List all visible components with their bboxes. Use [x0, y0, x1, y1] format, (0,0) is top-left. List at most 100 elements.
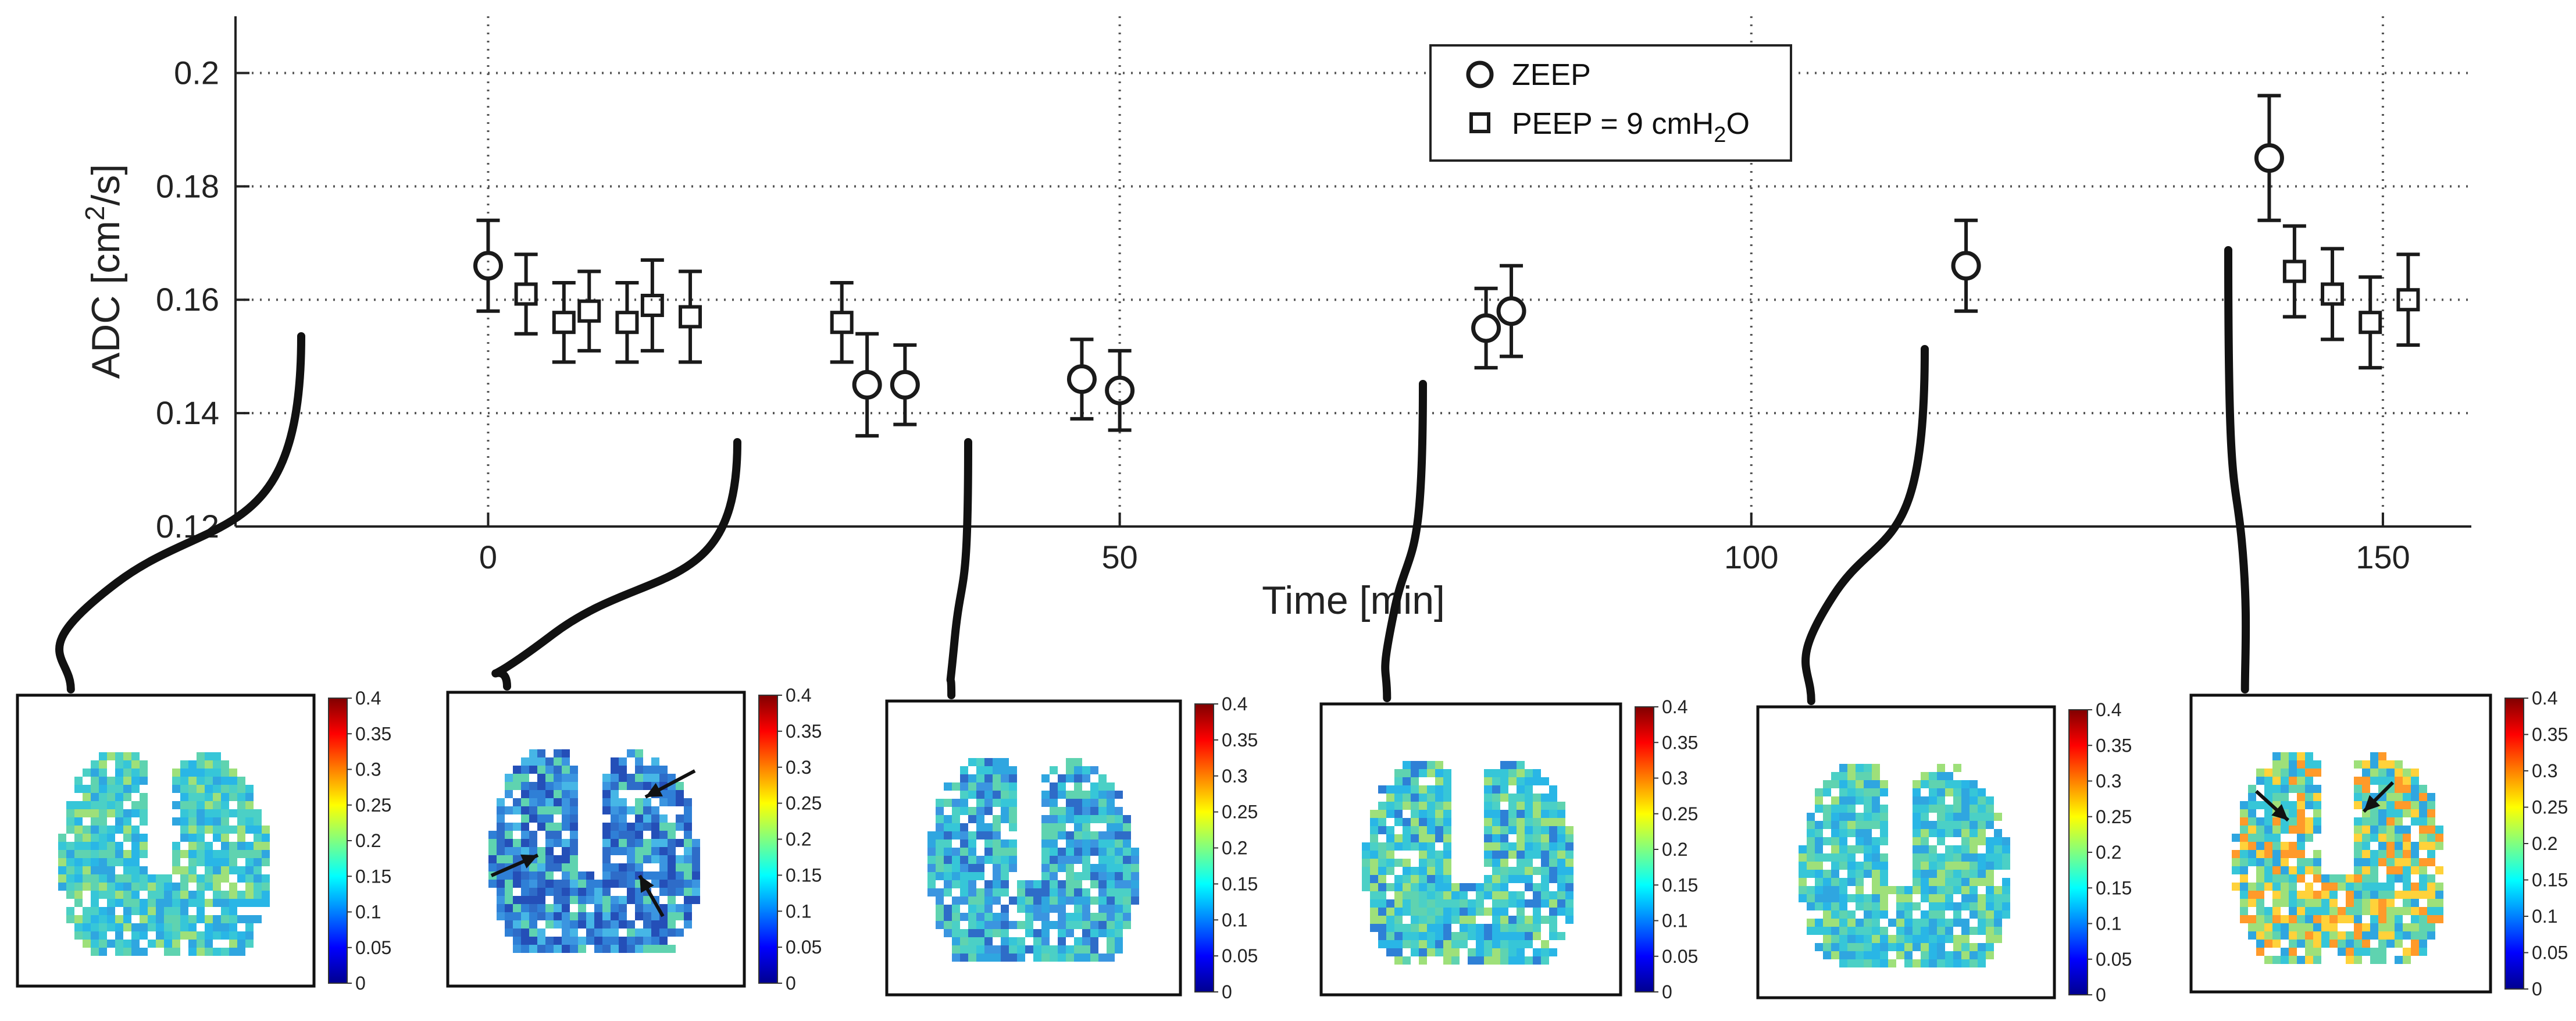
- lung-pixel: [2362, 834, 2370, 842]
- lung-pixel: [1386, 810, 1394, 818]
- lung-pixel: [205, 858, 213, 866]
- lung-pixel: [1098, 954, 1107, 962]
- lung-pixel: [676, 782, 684, 790]
- lung-pixel: [927, 872, 936, 880]
- colorbar-tick-label: 0.1: [355, 902, 381, 923]
- lung-pixel: [643, 823, 651, 831]
- lung-pixel: [1799, 862, 1807, 870]
- lung-pixel: [2427, 801, 2435, 809]
- lung-pixel: [1872, 764, 1880, 772]
- lung-pixel: [2329, 891, 2338, 899]
- lung-pixel: [578, 912, 586, 920]
- lung-pixel: [229, 842, 237, 850]
- lung-pixel: [1058, 848, 1066, 856]
- lung-pixel: [927, 848, 936, 856]
- lung-pixel: [1961, 886, 1970, 894]
- lung-pixel: [2354, 891, 2362, 899]
- lung-pixel: [505, 871, 513, 880]
- lung-pixel: [960, 872, 968, 880]
- lung-pixel: [2419, 801, 2427, 809]
- lung-pixel: [1533, 794, 1541, 802]
- lung-pixel: [611, 806, 619, 814]
- lung-pixel: [66, 858, 74, 866]
- lung-pixel: [237, 809, 245, 817]
- lung-pixel: [2338, 915, 2346, 923]
- data-point-peep: [615, 311, 639, 335]
- lung-pixel: [1107, 897, 1115, 905]
- lung-pixel: [1839, 927, 1847, 935]
- lung-pixel: [513, 823, 521, 831]
- lung-pixel: [1525, 826, 1533, 834]
- lung-pixel: [1913, 853, 1921, 862]
- lung-pixel: [123, 899, 131, 907]
- lung-pixel: [1557, 883, 1565, 891]
- lung-pixel: [611, 839, 619, 847]
- lung-pixel: [91, 891, 99, 899]
- lung-pixel: [188, 915, 197, 923]
- lung-pixel: [1961, 845, 1970, 853]
- colorbar: [328, 698, 348, 984]
- lung-pixel: [83, 915, 91, 923]
- lung-pixel: [1484, 769, 1492, 777]
- lung-pixel: [627, 945, 635, 953]
- lung-pixel: [952, 864, 960, 872]
- lung-pixel: [497, 831, 505, 839]
- lung-pixel: [1017, 945, 1025, 954]
- lung-pixel: [1107, 864, 1115, 872]
- lung-pixel: [635, 766, 643, 774]
- lung-pixel: [611, 920, 619, 928]
- lung-pixel: [91, 858, 99, 866]
- lung-pixel: [545, 766, 554, 774]
- lung-pixel: [1386, 924, 1394, 932]
- lung-pixel: [2386, 842, 2395, 850]
- lung-pixel: [1476, 891, 1484, 899]
- connector-line: [55, 332, 305, 693]
- lung-pixel: [1484, 956, 1492, 965]
- lung-pixel: [1082, 897, 1090, 905]
- lung-pixel: [952, 823, 960, 831]
- lung-pixel: [221, 931, 229, 940]
- lung-pixel: [1880, 927, 1888, 935]
- lung-pixel: [529, 790, 537, 798]
- lung-pixel: [1847, 935, 1856, 943]
- lung-pixel: [1953, 959, 1961, 967]
- lung-pixel: [635, 839, 643, 847]
- lung-pixel: [1484, 794, 1492, 802]
- lung-pixel: [602, 937, 611, 945]
- lung-pixel: [2395, 915, 2403, 923]
- lung-pixel: [976, 897, 984, 905]
- lung-pixel: [2297, 866, 2305, 874]
- lung-pixel: [91, 866, 99, 874]
- lung-pixel: [1970, 927, 1978, 935]
- lung-pixel: [1074, 815, 1082, 823]
- lung-pixel: [66, 826, 74, 834]
- lung-pixel: [115, 874, 123, 883]
- lung-pixel: [586, 912, 594, 920]
- lung-pixel: [1904, 886, 1913, 894]
- lung-pixel: [1921, 813, 1929, 821]
- lung-pixel: [619, 766, 627, 774]
- lung-pixel: [976, 758, 984, 766]
- lung-pixel: [1386, 794, 1394, 802]
- lung-pixel: [1978, 927, 1986, 935]
- lung-pixel: [944, 905, 952, 913]
- lung-pixel: [521, 912, 529, 920]
- lung-pixel: [1098, 774, 1107, 782]
- lung-pixel: [1831, 813, 1839, 821]
- lung-pixel: [164, 907, 172, 915]
- lung-pixel: [2370, 834, 2378, 842]
- lung-pixel: [91, 850, 99, 858]
- lung-pixel: [684, 855, 692, 863]
- lung-pixel: [1913, 878, 1921, 886]
- lung-pixel: [1978, 894, 1986, 902]
- lung-pixel: [1443, 851, 1451, 859]
- lung-pixel: [1500, 834, 1508, 842]
- lung-pixel: [578, 904, 586, 912]
- lung-pixel: [74, 777, 83, 785]
- lung-pixel: [205, 874, 213, 883]
- colorbar-tick-label: 0.4: [2096, 699, 2121, 720]
- lung-pixel: [74, 866, 83, 874]
- lung-pixel: [1009, 807, 1017, 815]
- lung-pixel: [960, 913, 968, 921]
